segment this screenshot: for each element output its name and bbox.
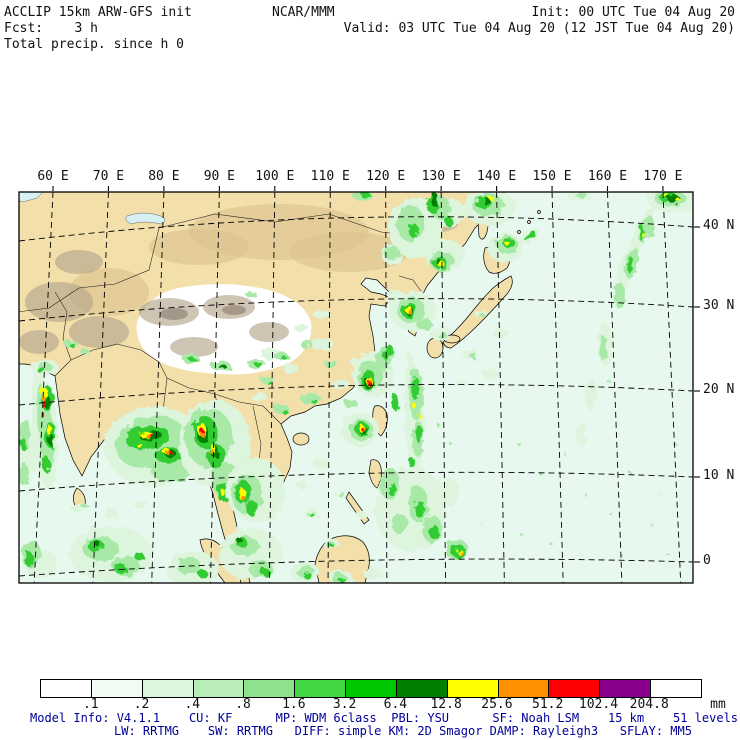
precip-philippines-east [375,467,468,559]
model-title: ACCLIP 15km ARW-GFS init [4,5,192,20]
colorbar-tick-label: 6.4 [383,697,408,712]
colorbar-cell [141,680,193,697]
lon-label: 90 E [203,169,235,184]
colorbar-tick-label: 102.4 [578,697,619,712]
org-label: NCAR/MMM [272,5,335,20]
colorbar-cell [599,680,651,697]
precip-india-nw [64,340,90,355]
kyushu [426,337,444,359]
model-info-line2: LW: RRTMG SW: RRTMG DIFF: simple KM: 2D … [114,724,692,738]
colorbar-unit: mm [710,697,726,712]
precip-bay-of-bengal [104,406,204,486]
lon-label: 60 E [37,169,69,184]
lat-label: 10 N [703,468,735,483]
precip-south-china-sea [295,459,366,549]
lon-label: 150 E [532,169,572,184]
colorbar-tick-label: 51.2 [532,697,564,712]
valid-time: Valid: 03 UTC Tue 04 Aug 20 (12 JST Tue … [343,21,735,36]
lake-balkhash [125,212,166,225]
colorbar [40,679,702,698]
forecast-hour: Fcst: 3 h [4,21,98,36]
precip-shanghai [353,345,395,397]
colorbar-cell [446,680,498,697]
hainan [292,432,310,446]
colorbar-cell [497,680,549,697]
lat-label: 0 [703,553,711,568]
colorbar-tick-label: .4 [184,697,201,712]
colorbar-cell [548,680,600,697]
colorbar-tick-label: .8 [235,697,251,712]
lat-label: 20 N [703,382,735,397]
lon-label: 100 E [255,169,295,184]
caspian-corner [19,192,44,203]
colorbar-cell [345,680,396,697]
colorbar-cell [192,680,244,697]
precip-vietnam-south [226,458,286,522]
axis-ticks [52,186,700,563]
colorbar-tick-label: 204.8 [629,697,669,712]
field-label: Total precip. since h 0 [4,37,185,52]
colorbar-cell [41,680,91,697]
colorbar-tick-label: 3.2 [332,697,357,712]
lat-label: 40 N [703,218,735,233]
precip-japan-sea-scatter [431,310,509,388]
precip-taiwan-sw [341,413,379,447]
lon-label: 140 E [477,169,517,184]
precip-korea [386,290,436,331]
init-time: Init: 00 UTC Tue 04 Aug 20 [531,5,736,20]
precip-equatorial [21,500,382,583]
colorbar-tick-label: 1.6 [282,697,306,712]
lon-label: 110 E [310,169,350,184]
lat-label: 30 N [703,298,735,313]
colorbar-tick-label: .2 [133,697,150,712]
lon-label: 80 E [148,169,180,184]
graticule-meridians [33,192,682,583]
map-frame [18,191,694,584]
lon-label: 130 E [421,169,461,184]
precip-manchuria [353,192,466,265]
precip-tibet-south [183,291,330,371]
colorbar-cell [90,680,142,697]
colorbar-cell [650,680,701,697]
colorbar-cell [395,680,447,697]
colorbar-tick-label: .1 [82,697,99,712]
colorbar-tick-label: 25.6 [481,697,513,712]
lon-label: 170 E [643,169,683,184]
precip-india-west [31,360,59,490]
graticule-parallels [19,216,693,577]
colorbar-cell [294,680,346,697]
colorbar-tick-label: 12.8 [430,697,462,712]
colorbar-cell [243,680,295,697]
precip-taiwan-east-band [391,350,425,474]
lon-label: 120 E [366,169,406,184]
lon-label: 70 E [92,169,125,184]
precipitation-map [18,186,700,584]
model-info-line1: Model Info: V4.1.1 CU: KF MP: WDM 6class… [30,711,740,725]
precip-arabian-edge [19,418,37,486]
lon-label: 160 E [587,169,628,184]
